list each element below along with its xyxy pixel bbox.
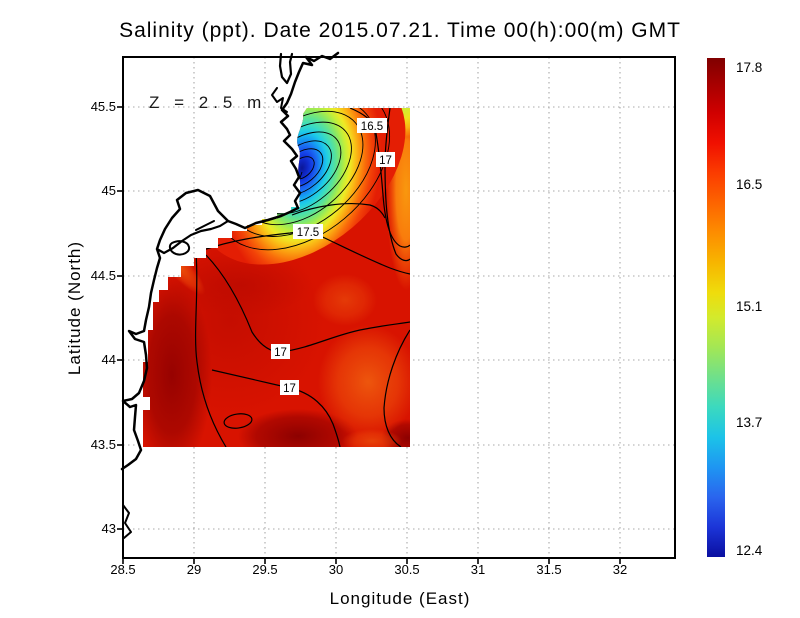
colorbar-tick-label: 15.1 bbox=[736, 299, 763, 314]
x-tick-label: 29 bbox=[186, 562, 202, 577]
contour-label: 17 bbox=[283, 383, 296, 395]
contour-lines bbox=[194, 108, 410, 447]
colorbar-tick-label: 12.4 bbox=[736, 543, 763, 558]
contour-label: 17 bbox=[274, 347, 287, 359]
plot-frame bbox=[122, 56, 676, 559]
y-tick-label: 44 bbox=[101, 352, 116, 367]
colorbar bbox=[707, 58, 725, 557]
y-tick-label: 45 bbox=[101, 183, 116, 198]
coastline bbox=[120, 51, 340, 539]
x-tick-label: 29.5 bbox=[252, 562, 278, 577]
x-tick-label: 31.5 bbox=[536, 562, 562, 577]
x-tick-label: 30 bbox=[328, 562, 344, 577]
y-tick-label: 45.5 bbox=[90, 99, 116, 114]
y-tick-label: 44.5 bbox=[90, 268, 116, 283]
x-tick-label: 30.5 bbox=[394, 562, 420, 577]
x-tick-label: 32 bbox=[612, 562, 628, 577]
depth-annotation: Z = 2.5 m bbox=[149, 93, 266, 112]
figure-title: Salinity (ppt). Date 2015.07.21. Time 00… bbox=[119, 19, 681, 42]
x-axis-label: Longitude (East) bbox=[329, 589, 471, 608]
colorbar-tick-label: 13.7 bbox=[736, 415, 763, 430]
contour-label: 16.5 bbox=[361, 121, 383, 133]
x-tick-label: 31 bbox=[470, 562, 486, 577]
contour-label: 17 bbox=[379, 155, 392, 167]
x-tick-label: 28.5 bbox=[110, 562, 136, 577]
colorbar-tick-label: 16.5 bbox=[736, 177, 763, 192]
colorbar-tick-label: 17.8 bbox=[736, 60, 763, 75]
y-tick-label: 43 bbox=[101, 521, 116, 536]
axis-ticks bbox=[117, 106, 621, 564]
y-tick-label: 43.5 bbox=[90, 437, 116, 452]
contour-label: 17.5 bbox=[297, 227, 319, 239]
salinity-field bbox=[143, 108, 410, 447]
contour-label-group: 16.5 17 17.5 17 17 bbox=[271, 118, 395, 395]
